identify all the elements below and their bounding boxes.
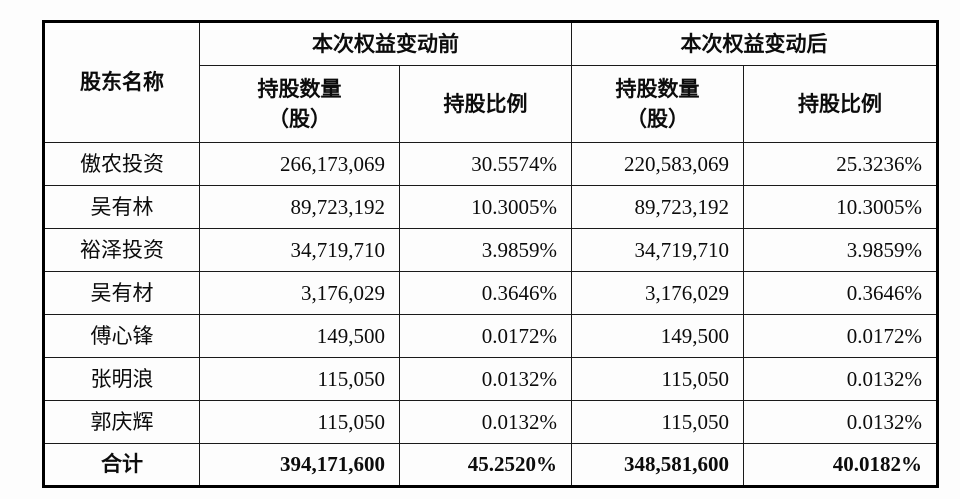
shareholding-table-container: 股东名称 本次权益变动前 本次权益变动后 持股数量 （股） 持股比例 持股数量 … <box>42 20 939 488</box>
before-quantity: 115,050 <box>199 400 400 444</box>
before-quantity: 115,050 <box>199 357 400 401</box>
table-row: 傅心锋 149,500 0.0172% 149,500 0.0172% <box>43 314 938 358</box>
shareholder-name: 傅心锋 <box>43 314 200 358</box>
shareholder-name: 吴有林 <box>43 185 200 229</box>
shareholder-name: 郭庆辉 <box>43 400 200 444</box>
shareholder-name: 张明浪 <box>43 357 200 401</box>
col-group-after-change: 本次权益变动后 <box>571 21 938 66</box>
after-quantity: 115,050 <box>571 400 744 444</box>
table-row: 裕泽投资 34,719,710 3.9859% 34,719,710 3.985… <box>43 228 938 272</box>
before-ratio: 0.0132% <box>399 400 572 444</box>
shareholder-name: 吴有材 <box>43 271 200 315</box>
total-before-ratio: 45.2520% <box>399 443 572 487</box>
before-ratio: 0.0172% <box>399 314 572 358</box>
table-row: 傲农投资 266,173,069 30.5574% 220,583,069 25… <box>43 142 938 186</box>
col-header-after-ratio: 持股比例 <box>743 65 938 143</box>
after-ratio: 10.3005% <box>743 185 938 229</box>
before-quantity: 89,723,192 <box>199 185 400 229</box>
before-ratio: 30.5574% <box>399 142 572 186</box>
after-ratio: 0.0132% <box>743 400 938 444</box>
before-ratio: 0.0132% <box>399 357 572 401</box>
before-quantity: 34,719,710 <box>199 228 400 272</box>
before-quantity: 266,173,069 <box>199 142 400 186</box>
before-quantity: 149,500 <box>199 314 400 358</box>
before-quantity: 3,176,029 <box>199 271 400 315</box>
before-ratio: 0.3646% <box>399 271 572 315</box>
shareholder-name: 裕泽投资 <box>43 228 200 272</box>
after-ratio: 0.0132% <box>743 357 938 401</box>
table-row: 郭庆辉 115,050 0.0132% 115,050 0.0132% <box>43 400 938 444</box>
after-quantity: 115,050 <box>571 357 744 401</box>
before-ratio: 10.3005% <box>399 185 572 229</box>
after-quantity: 34,719,710 <box>571 228 744 272</box>
col-header-before-ratio: 持股比例 <box>399 65 572 143</box>
after-quantity: 3,176,029 <box>571 271 744 315</box>
shareholder-name: 傲农投资 <box>43 142 200 186</box>
total-row: 合计 394,171,600 45.2520% 348,581,600 40.0… <box>43 443 938 487</box>
after-quantity: 149,500 <box>571 314 744 358</box>
total-after-ratio: 40.0182% <box>743 443 938 487</box>
table-row: 吴有林 89,723,192 10.3005% 89,723,192 10.30… <box>43 185 938 229</box>
total-after-quantity: 348,581,600 <box>571 443 744 487</box>
shareholding-table: 股东名称 本次权益变动前 本次权益变动后 持股数量 （股） 持股比例 持股数量 … <box>42 20 939 488</box>
total-label: 合计 <box>43 443 200 487</box>
after-ratio: 3.9859% <box>743 228 938 272</box>
after-ratio: 25.3236% <box>743 142 938 186</box>
table-row: 张明浪 115,050 0.0132% 115,050 0.0132% <box>43 357 938 401</box>
col-group-before-change: 本次权益变动前 <box>199 21 572 66</box>
after-quantity: 89,723,192 <box>571 185 744 229</box>
col-header-shareholder-name: 股东名称 <box>43 21 200 143</box>
header-sub-row: 持股数量 （股） 持股比例 持股数量 （股） 持股比例 <box>44 65 938 143</box>
after-quantity: 220,583,069 <box>571 142 744 186</box>
header-group-row: 股东名称 本次权益变动前 本次权益变动后 <box>43 21 938 143</box>
col-header-before-quantity: 持股数量 （股） <box>199 65 400 143</box>
after-ratio: 0.3646% <box>743 271 938 315</box>
table-row: 吴有材 3,176,029 0.3646% 3,176,029 0.3646% <box>43 271 938 315</box>
total-before-quantity: 394,171,600 <box>199 443 400 487</box>
before-ratio: 3.9859% <box>399 228 572 272</box>
col-header-after-quantity: 持股数量 （股） <box>571 65 744 143</box>
after-ratio: 0.0172% <box>743 314 938 358</box>
